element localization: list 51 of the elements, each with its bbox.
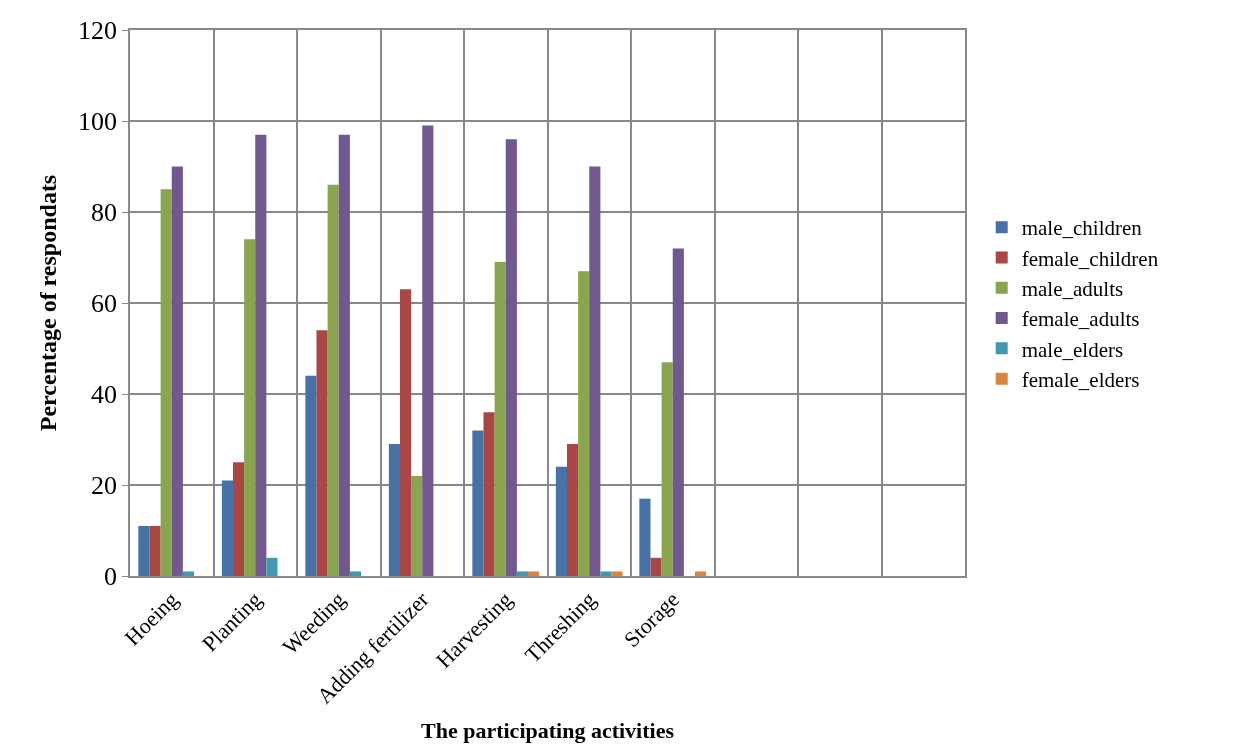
bar (555, 466, 567, 576)
y-tick-label: 40 (91, 380, 118, 410)
bar (611, 571, 623, 576)
bar (578, 271, 590, 576)
bar (338, 134, 350, 576)
bar (639, 498, 651, 576)
y-tick-label: 100 (78, 107, 118, 137)
bar (650, 557, 662, 576)
y-tick-label: 60 (91, 289, 118, 319)
bar (472, 430, 484, 576)
bar (160, 189, 172, 576)
bar (422, 125, 434, 576)
bar (171, 166, 183, 576)
bar (232, 462, 245, 576)
legend-label: female_elders (1021, 367, 1140, 392)
bar (600, 571, 612, 576)
bar (661, 362, 673, 576)
bar (221, 480, 233, 576)
bar (589, 166, 601, 576)
bar (528, 571, 540, 576)
bar (138, 525, 150, 576)
bar (399, 289, 412, 576)
bar (327, 184, 339, 576)
bar (388, 444, 400, 576)
legend-label: female_adults (1021, 307, 1140, 332)
bar (505, 139, 517, 576)
bar (266, 557, 278, 576)
y-tick-label: 20 (91, 471, 118, 501)
bar (695, 571, 707, 576)
y-tick-label: 0 (104, 562, 118, 592)
legend-label: male_adults (1021, 276, 1124, 301)
bar (494, 262, 506, 576)
bar (672, 248, 684, 576)
bar (305, 375, 317, 576)
bar (316, 330, 328, 576)
bar (349, 571, 362, 576)
legend-label: male_children (1021, 216, 1143, 241)
legend-label: male_elders (1021, 337, 1124, 362)
bar (566, 444, 579, 576)
y-axis-title: Percentage of respondats (34, 174, 61, 432)
bar (182, 571, 195, 576)
bar (244, 239, 256, 576)
y-tick-label: 80 (91, 198, 118, 228)
legend-label: female_children (1021, 246, 1159, 271)
bar (516, 571, 529, 576)
x-axis-title: The participating activities (421, 717, 675, 743)
bar (411, 475, 423, 576)
bar (255, 134, 267, 576)
bar (149, 525, 161, 576)
bar (483, 412, 495, 576)
y-tick-label: 120 (78, 16, 118, 46)
